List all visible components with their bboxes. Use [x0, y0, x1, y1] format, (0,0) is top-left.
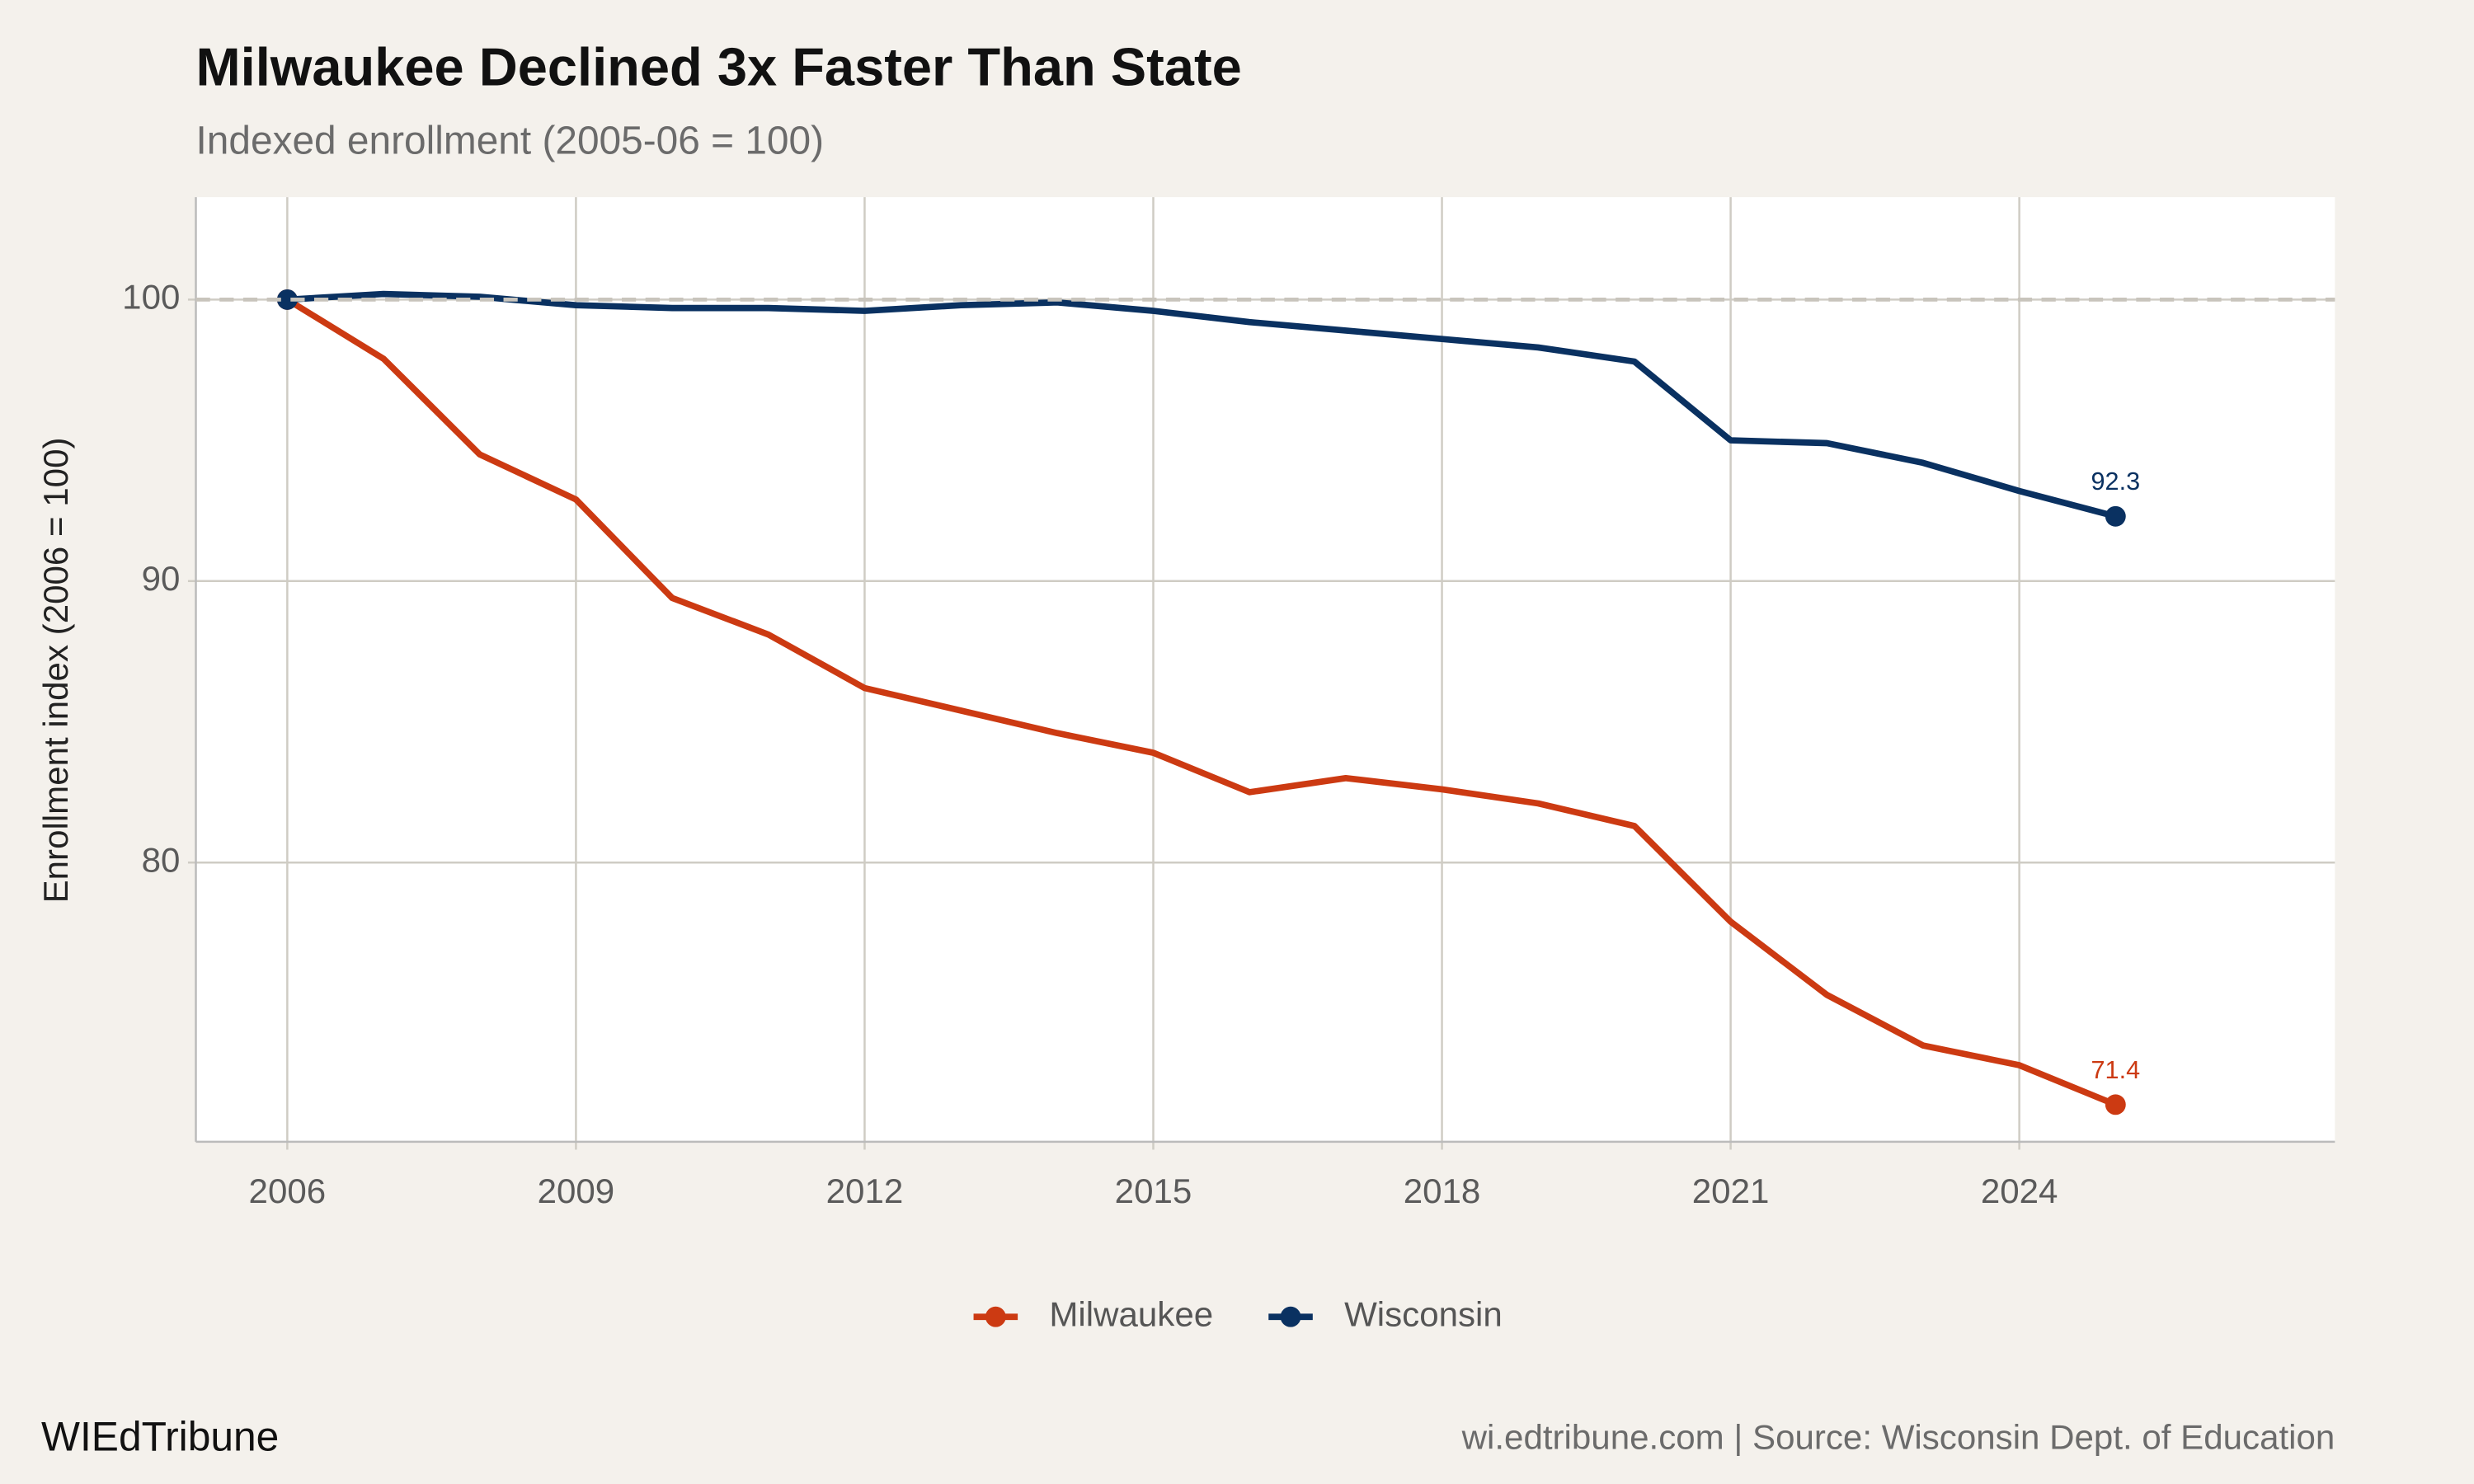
legend-dot — [985, 1306, 1006, 1327]
legend-label: Milwaukee — [1049, 1294, 1213, 1333]
endpoint-dot — [276, 289, 298, 310]
series-line — [287, 290, 2117, 519]
y-axis-label: Enrollment index (2006 = 100) — [36, 438, 75, 904]
endpoint-dot — [2105, 505, 2126, 527]
chart-subtitle: Indexed enrollment (2005-06 = 100) — [196, 120, 825, 163]
x-tick-label: 2012 — [826, 1172, 904, 1210]
chart-title: Milwaukee Declined 3x Faster Than State — [196, 36, 1242, 96]
y-tick-label: 90 — [142, 559, 181, 598]
legend-dot — [1280, 1306, 1301, 1327]
x-tick-label: 2006 — [249, 1172, 327, 1210]
x-tick-label: 2015 — [1115, 1172, 1192, 1210]
x-tick-label: 2024 — [1981, 1172, 2058, 1210]
endpoint-dot — [2105, 1094, 2126, 1115]
marks: 71.4 92.3 — [195, 289, 2335, 1115]
value-label: 71.4 — [2091, 1056, 2141, 1084]
legend-label: Wisconsin — [1344, 1294, 1503, 1333]
y-tick-label: 100 — [122, 277, 180, 316]
x-tick-label: 2018 — [1404, 1172, 1481, 1210]
x-tick-label: 2009 — [538, 1172, 615, 1210]
x-tick-label: 2021 — [1692, 1172, 1770, 1210]
y-tick-label: 80 — [142, 840, 181, 879]
plot-panel — [195, 197, 2335, 1142]
value-label: 92.3 — [2091, 467, 2141, 495]
brand: WIEdTribune — [41, 1414, 279, 1460]
source: wi.edtribune.com | Source: Wisconsin Dep… — [1461, 1418, 2335, 1457]
series-line — [285, 297, 2117, 1108]
